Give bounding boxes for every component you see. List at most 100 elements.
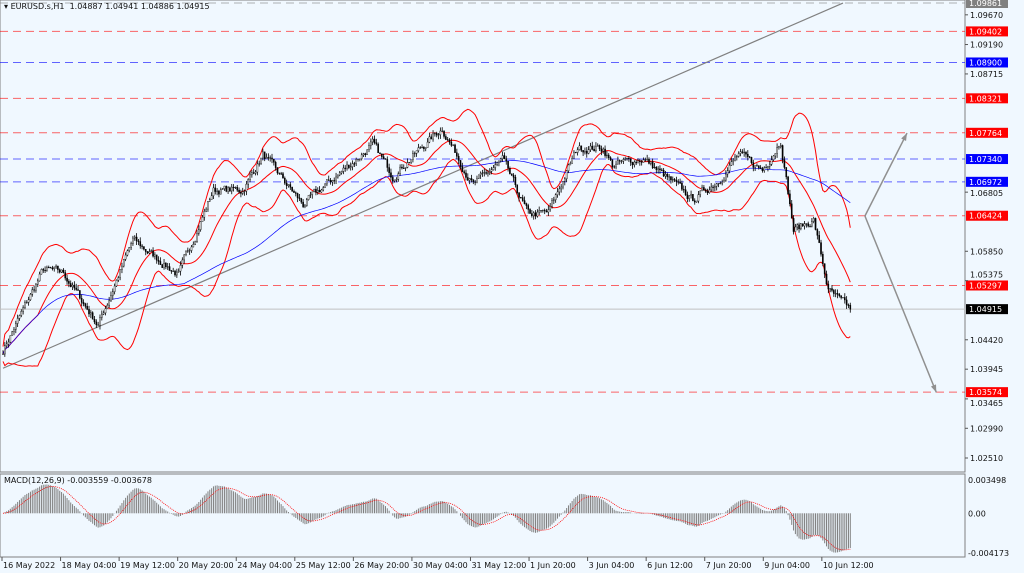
candle <box>203 210 206 218</box>
candle <box>419 147 422 149</box>
candle <box>263 151 266 159</box>
candle <box>154 254 156 257</box>
price-tick-label: 1.06805 <box>970 189 1003 198</box>
candle <box>412 153 414 160</box>
forecast-arrow <box>864 132 908 217</box>
candle <box>554 194 557 201</box>
candle <box>558 188 561 193</box>
candle <box>714 186 716 188</box>
candle <box>618 160 621 162</box>
candle <box>450 141 453 146</box>
candle <box>88 309 90 315</box>
candle <box>823 263 826 275</box>
candle <box>540 210 542 212</box>
candle <box>670 176 672 181</box>
candle <box>560 186 562 190</box>
candle <box>265 157 268 159</box>
candle <box>377 143 379 154</box>
candle <box>816 229 819 236</box>
candle <box>384 158 387 160</box>
level-label: 1.07764 <box>969 129 1002 138</box>
candle <box>708 189 711 194</box>
candle <box>371 138 374 143</box>
candle <box>410 159 412 163</box>
candle <box>494 164 497 168</box>
candle <box>399 166 401 174</box>
candle <box>834 293 837 295</box>
candle <box>787 176 789 195</box>
candle <box>382 156 385 159</box>
candle <box>613 166 616 168</box>
candle <box>703 187 705 191</box>
candle <box>531 213 533 216</box>
candle <box>64 272 67 279</box>
candle <box>426 141 429 148</box>
candle <box>185 250 187 256</box>
candle <box>750 157 753 163</box>
candle <box>591 145 594 150</box>
candle <box>249 174 251 180</box>
candle <box>693 200 696 203</box>
candle <box>679 181 681 184</box>
candle <box>783 159 786 168</box>
candle <box>796 224 799 228</box>
candle <box>461 166 464 172</box>
candle <box>781 145 784 161</box>
candle <box>721 181 723 184</box>
candle <box>143 246 145 250</box>
candle <box>459 160 462 167</box>
candle <box>161 264 164 268</box>
candle <box>542 209 544 211</box>
candle <box>219 189 222 195</box>
level-label: 1.09402 <box>969 27 1002 36</box>
candle <box>726 170 729 175</box>
candle <box>29 294 32 300</box>
candle <box>16 318 19 324</box>
candle <box>759 167 762 169</box>
candle <box>402 167 405 169</box>
candle <box>620 160 623 162</box>
candle <box>404 167 407 169</box>
candle <box>532 212 535 216</box>
candle <box>207 201 209 210</box>
candle <box>338 172 341 176</box>
candle <box>395 179 398 181</box>
candle <box>564 178 566 182</box>
candle <box>36 280 39 285</box>
candle <box>201 216 204 222</box>
candle <box>329 179 332 183</box>
candle <box>401 166 403 169</box>
candle <box>298 197 301 199</box>
candle <box>512 174 515 178</box>
candle <box>829 288 831 290</box>
candle <box>90 312 92 315</box>
level-label: 1.09861 <box>969 0 1002 8</box>
candle <box>624 158 626 160</box>
candle <box>362 153 365 156</box>
candle <box>58 269 61 273</box>
candle <box>682 189 685 191</box>
candle <box>38 273 41 282</box>
candle <box>507 160 509 169</box>
candle <box>792 218 795 232</box>
candle <box>60 269 63 273</box>
candle <box>516 184 519 194</box>
candle <box>198 229 200 234</box>
candle <box>662 169 665 177</box>
candle <box>269 157 271 159</box>
candle <box>106 304 109 309</box>
candle <box>567 164 570 172</box>
candle <box>49 267 52 269</box>
candle <box>661 169 663 171</box>
time-label: 20 May 20:00 <box>179 561 234 570</box>
candle <box>124 254 127 260</box>
candle <box>141 245 143 247</box>
candle <box>318 190 321 193</box>
candle <box>734 156 736 161</box>
candle <box>262 151 264 159</box>
candle <box>15 323 17 330</box>
candle <box>66 277 68 282</box>
candle <box>600 148 603 152</box>
candle <box>31 289 34 295</box>
